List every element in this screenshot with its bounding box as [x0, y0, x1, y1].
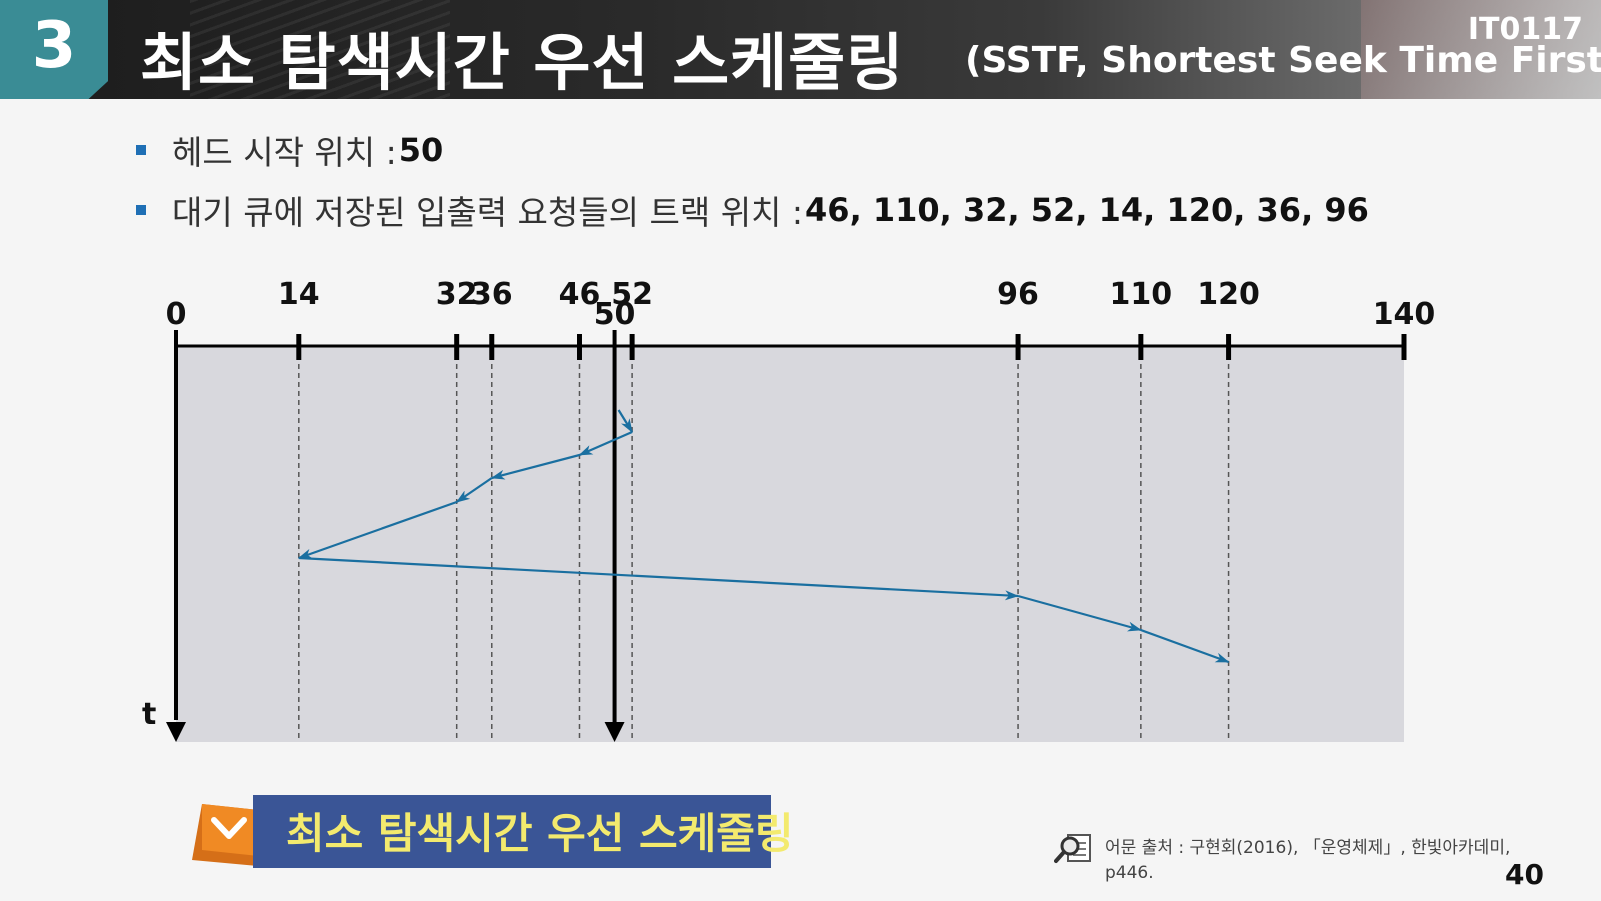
track-tick-label: 46	[559, 277, 601, 312]
chevron-down-icon	[211, 817, 247, 839]
time-axis-arrowhead	[166, 722, 186, 742]
head-start-arrowhead	[604, 722, 625, 742]
seek-path-segment	[297, 500, 458, 560]
track-tick-label: 110	[1110, 277, 1173, 312]
section-badge	[0, 0, 108, 99]
bullet-item: 헤드 시작 위치 : 50	[136, 128, 443, 172]
course-code: IT0117	[1467, 12, 1583, 47]
section-number: 3	[31, 9, 77, 83]
bullet-value: 50	[398, 131, 444, 169]
bullet-square-icon	[136, 145, 146, 155]
bullet-value: 46, 110, 32, 52, 14, 120, 36, 96	[805, 191, 1369, 229]
bullet-label: 헤드 시작 위치 :	[172, 133, 397, 172]
track-tick-label: 50	[594, 297, 636, 332]
track-tick-label: 52	[611, 277, 653, 312]
seek-path-segment	[617, 409, 634, 433]
seek-path-segment	[490, 453, 580, 480]
seek-path-segment	[1140, 628, 1230, 664]
summary-banner	[253, 795, 771, 868]
bullet-item: 대기 큐에 저장된 입출력 요청들의 트랙 위치 : 46, 110, 32, …	[136, 188, 1369, 232]
track-tick-label: 96	[997, 277, 1039, 312]
time-axis-label: t	[142, 697, 156, 732]
bullet-square-icon	[136, 205, 146, 215]
seek-path-segment	[298, 556, 1020, 601]
slide-subtitle: (SSTF, Shortest Seek Time First)	[965, 40, 1601, 81]
magnifier-document-icon	[1054, 834, 1091, 863]
track-ticks	[296, 334, 1407, 360]
track-tick-label: 140	[1373, 297, 1436, 332]
header-code-background	[190, 0, 450, 99]
track-tick-label: 36	[471, 277, 513, 312]
seek-path-segment	[578, 430, 633, 457]
seek-path-segment	[455, 477, 493, 503]
track-tick-label: 120	[1197, 277, 1260, 312]
bullet-label: 대기 큐에 저장된 입출력 요청들의 트랙 위치 :	[172, 193, 804, 232]
slide-header: 3 최소 탐색시간 우선 스케줄링 (SSTF, Shortest Seek T…	[0, 0, 1601, 99]
track-tick-label: 0	[166, 297, 187, 332]
diagram-panel	[176, 346, 1404, 742]
seek-path	[297, 409, 1230, 664]
track-tick-label: 32	[436, 277, 478, 312]
track-guide-lines	[298, 346, 1230, 742]
source-citation: 어문 출처 : 구현회(2016), 「운영체제」, 한빛아카데미, p446.	[1105, 838, 1511, 883]
page-number: 40	[1505, 858, 1544, 891]
track-tick-label: 14	[278, 277, 320, 312]
summary-banner-text: 최소 탐색시간 우선 스케줄링	[286, 809, 794, 858]
seek-path-segment	[1017, 594, 1142, 632]
banner-ribbon-icon	[192, 804, 258, 866]
header-background-image	[1361, 0, 1601, 99]
slide-title: 최소 탐색시간 우선 스케줄링	[140, 26, 905, 99]
